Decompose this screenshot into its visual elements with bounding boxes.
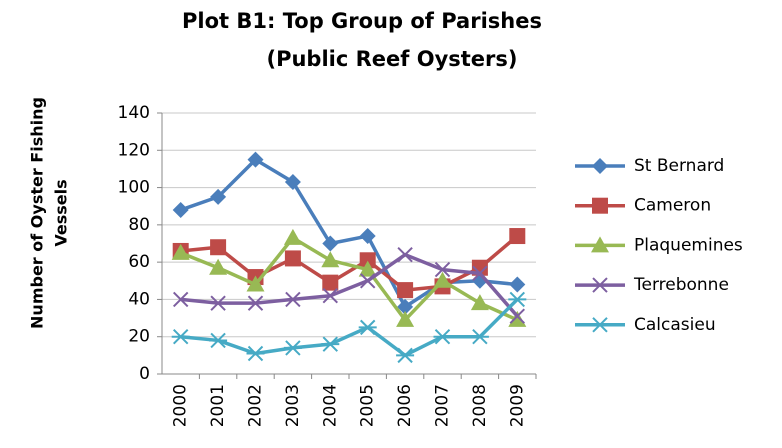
marker	[321, 336, 340, 352]
x-tick-label: 2007	[433, 384, 453, 427]
series-line	[180, 234, 519, 292]
marker	[470, 294, 489, 311]
marker	[247, 151, 264, 168]
marker	[508, 310, 527, 327]
legend-label: Cameron	[634, 196, 711, 216]
x-tick-label: 2008	[470, 384, 490, 427]
marker	[171, 329, 190, 345]
y-tick-label: 120	[118, 140, 150, 160]
marker	[509, 228, 526, 245]
marker	[283, 228, 302, 245]
chart-title: Plot B1: Top Group of Parishes	[182, 9, 542, 33]
x-tick-label: 2003	[283, 384, 303, 427]
marker	[396, 310, 415, 327]
marker	[246, 345, 265, 362]
marker	[209, 258, 228, 275]
marker	[472, 265, 488, 282]
marker	[171, 243, 190, 260]
x-tick-label: 2000	[171, 384, 191, 427]
marker	[246, 275, 265, 292]
marker	[508, 291, 527, 308]
marker	[396, 347, 415, 364]
marker	[591, 236, 609, 253]
marker	[247, 295, 264, 311]
series-line	[180, 157, 518, 309]
marker	[433, 329, 452, 345]
y-tick-label: 0	[139, 364, 150, 384]
series-line	[180, 236, 519, 322]
legend-label: St Bernard	[634, 156, 724, 176]
marker	[434, 261, 451, 278]
x-tick-label: 2006	[395, 384, 415, 427]
y-axis-label: Vessels	[52, 179, 71, 246]
legend-label: Plaquemines	[634, 235, 743, 255]
marker	[285, 291, 301, 308]
marker	[210, 295, 226, 311]
series-line	[180, 298, 519, 358]
legend-label: Terrebonne	[633, 275, 729, 295]
marker	[284, 250, 301, 267]
x-tick-label: 2009	[507, 384, 527, 427]
marker	[591, 317, 609, 333]
y-tick-label: 80	[128, 215, 150, 235]
y-tick-label: 100	[118, 178, 150, 198]
y-tick-label: 40	[128, 289, 150, 309]
y-tick-label: 20	[128, 327, 150, 347]
marker	[322, 235, 339, 252]
x-tick-label: 2004	[320, 384, 340, 427]
marker	[284, 173, 301, 190]
y-tick-label: 140	[118, 103, 150, 123]
x-tick-label: 2001	[208, 384, 228, 427]
marker	[172, 291, 189, 308]
marker	[283, 340, 302, 356]
x-tick-label: 2002	[246, 384, 266, 427]
series-line	[180, 252, 519, 318]
marker	[321, 251, 340, 268]
marker	[592, 197, 608, 214]
marker	[509, 308, 526, 324]
x-tick-label: 2005	[358, 384, 378, 427]
marker	[172, 201, 189, 218]
marker	[397, 282, 414, 299]
marker	[209, 332, 228, 349]
marker	[210, 188, 227, 205]
marker	[358, 319, 377, 336]
marker	[592, 277, 608, 293]
marker	[397, 246, 413, 263]
marker	[470, 329, 489, 345]
marker	[359, 252, 376, 269]
marker	[210, 239, 227, 256]
marker	[433, 271, 452, 288]
marker	[358, 260, 377, 277]
marker	[322, 274, 339, 291]
chart-title: (Public Reef Oysters)	[266, 47, 517, 71]
marker	[359, 228, 376, 245]
y-axis-label: Number of Oyster Fishing	[28, 97, 47, 329]
legend-label: Calcasieu	[634, 315, 716, 335]
marker	[322, 287, 339, 304]
marker	[509, 276, 526, 293]
y-tick-label: 60	[128, 252, 150, 272]
marker	[397, 298, 414, 315]
marker	[592, 158, 608, 174]
marker	[359, 273, 376, 289]
